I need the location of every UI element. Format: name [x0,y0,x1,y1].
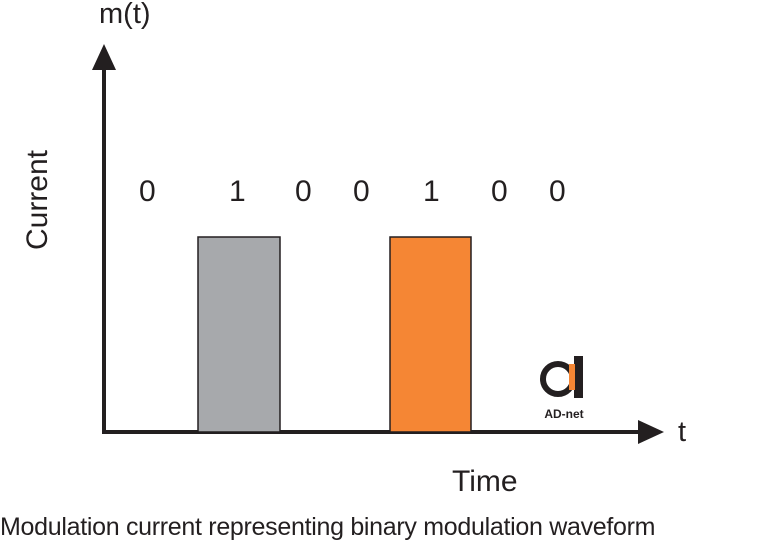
bit-label: 1 [229,175,246,208]
bit-label: 0 [353,175,370,208]
bit-label: 0 [549,175,566,208]
pulse-gray [197,236,281,433]
y-axis-title: m(t) [99,0,151,30]
bit-label: 1 [423,175,440,208]
x-axis-arrow [638,420,664,444]
bit-label: 0 [491,175,508,208]
caption: Modulation current representing binary m… [0,513,656,541]
ad-net-logo: AD-net [540,356,584,421]
y-axis-label: Current [21,149,54,251]
bit-label: 0 [139,175,156,208]
x-axis-title: t [678,416,687,448]
bit-label: 0 [295,175,312,208]
x-axis-label: Time [452,465,518,498]
svg-text:AD-net: AD-net [544,407,583,421]
y-axis-arrow [92,44,116,70]
pulse-orange [389,236,472,433]
